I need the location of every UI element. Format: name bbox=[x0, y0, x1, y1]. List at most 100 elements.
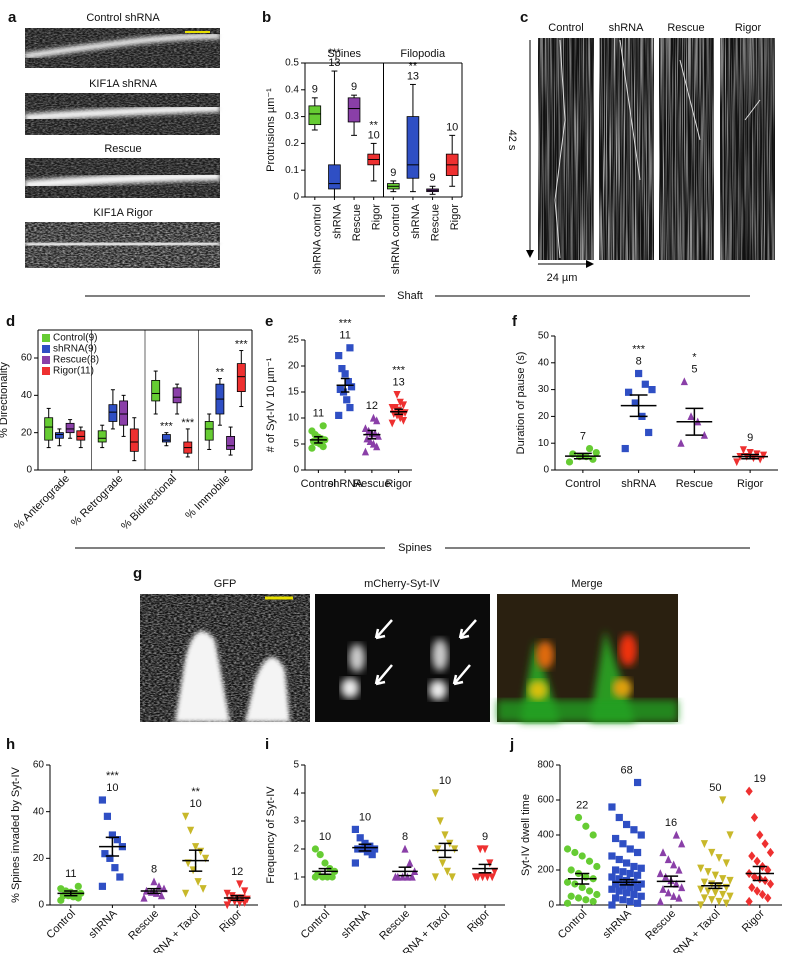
significance: ** bbox=[409, 60, 418, 72]
n-label: 9 bbox=[351, 81, 357, 93]
point bbox=[766, 879, 775, 889]
y-tick-label: 600 bbox=[537, 795, 554, 806]
y-tick-label: 40 bbox=[21, 390, 33, 401]
x-tick-label: Rescue bbox=[377, 908, 412, 943]
point bbox=[585, 857, 594, 865]
x-tick-label: Rigor bbox=[737, 478, 764, 490]
x-tick-label: shRNA control bbox=[312, 204, 324, 274]
point bbox=[648, 386, 656, 394]
x-tick-label: Rescue bbox=[353, 478, 390, 490]
point bbox=[565, 458, 574, 466]
panel-label: i bbox=[265, 736, 269, 753]
point bbox=[719, 875, 727, 883]
point bbox=[574, 813, 583, 822]
point bbox=[574, 894, 583, 902]
point bbox=[582, 896, 590, 904]
point bbox=[401, 844, 409, 853]
point bbox=[675, 893, 683, 902]
point bbox=[748, 882, 756, 893]
point bbox=[615, 887, 623, 895]
point bbox=[308, 427, 316, 435]
point bbox=[479, 873, 487, 882]
y-tick-label: 25 bbox=[288, 335, 300, 346]
point bbox=[630, 862, 638, 871]
y-axis-label: % Spines invaded by Syt-IV bbox=[10, 766, 22, 902]
image-label: KIF1A shRNA bbox=[89, 78, 158, 90]
y-tick-label: 5 bbox=[293, 439, 299, 450]
point bbox=[361, 424, 370, 432]
point bbox=[196, 847, 205, 856]
point bbox=[722, 899, 730, 908]
point bbox=[396, 398, 404, 407]
micrographs-g bbox=[140, 594, 678, 722]
image-label: Rescue bbox=[667, 22, 704, 34]
point bbox=[624, 388, 633, 396]
point bbox=[187, 826, 195, 835]
point bbox=[589, 831, 597, 839]
image-label: Control bbox=[548, 22, 583, 34]
n-label: 9 bbox=[390, 167, 396, 179]
y-axis-label: % Directionality bbox=[0, 362, 10, 438]
y-tick-label: 0 bbox=[38, 900, 44, 911]
x-tick-label: Rigor bbox=[385, 478, 412, 490]
box bbox=[54, 432, 64, 439]
point bbox=[194, 878, 202, 886]
divider-label: Spines bbox=[398, 542, 432, 554]
box bbox=[204, 421, 214, 441]
y-tick-label: 15 bbox=[288, 387, 300, 398]
n-label: 13 bbox=[407, 70, 419, 82]
group-label: Filopodia bbox=[400, 48, 446, 60]
point bbox=[711, 889, 719, 897]
point bbox=[615, 855, 623, 864]
n-label: 9 bbox=[747, 432, 753, 444]
point bbox=[589, 897, 597, 906]
y-tick-label: 0.3 bbox=[285, 111, 299, 122]
point bbox=[373, 416, 381, 425]
y-tick-label: 0 bbox=[548, 900, 554, 911]
legend-label: Rigor(11) bbox=[53, 366, 94, 377]
box bbox=[347, 97, 361, 123]
x-tick-label: Rigor bbox=[740, 907, 767, 934]
point bbox=[336, 385, 344, 393]
point bbox=[338, 365, 346, 373]
point bbox=[585, 444, 594, 453]
point bbox=[746, 448, 754, 457]
box bbox=[97, 430, 107, 443]
significance: ** bbox=[216, 366, 225, 378]
point bbox=[346, 404, 354, 412]
point bbox=[678, 883, 686, 892]
point bbox=[672, 879, 680, 888]
point bbox=[626, 845, 634, 853]
point bbox=[578, 852, 586, 860]
point bbox=[157, 891, 166, 900]
y-axis-label: Syt-IV dwell time bbox=[520, 794, 532, 876]
n-label: 10 bbox=[439, 775, 451, 787]
point bbox=[388, 404, 396, 412]
point bbox=[733, 458, 741, 467]
y-axis-label: Duration of pause (s) bbox=[515, 352, 527, 455]
image-label: Rescue bbox=[104, 143, 141, 155]
point bbox=[101, 850, 109, 858]
box bbox=[308, 105, 322, 126]
point bbox=[726, 831, 734, 840]
panel-label: h bbox=[6, 736, 15, 753]
point bbox=[719, 796, 727, 805]
point bbox=[408, 872, 416, 881]
image-label: GFP bbox=[214, 578, 237, 590]
point bbox=[759, 451, 768, 460]
point bbox=[621, 444, 629, 453]
significance: *** bbox=[632, 343, 646, 355]
point bbox=[393, 391, 401, 399]
legend-label: Rescue(8) bbox=[53, 355, 99, 366]
point bbox=[571, 848, 579, 857]
significance: *** bbox=[181, 417, 195, 429]
point bbox=[150, 877, 158, 886]
x-tick-label: Rigor bbox=[217, 907, 244, 934]
point bbox=[57, 885, 65, 893]
point bbox=[108, 831, 116, 839]
x-tick-label: shRNA bbox=[331, 203, 343, 239]
x-tick-label: Rigor bbox=[449, 204, 461, 231]
point bbox=[656, 869, 664, 878]
point bbox=[431, 789, 439, 798]
box bbox=[65, 422, 75, 434]
